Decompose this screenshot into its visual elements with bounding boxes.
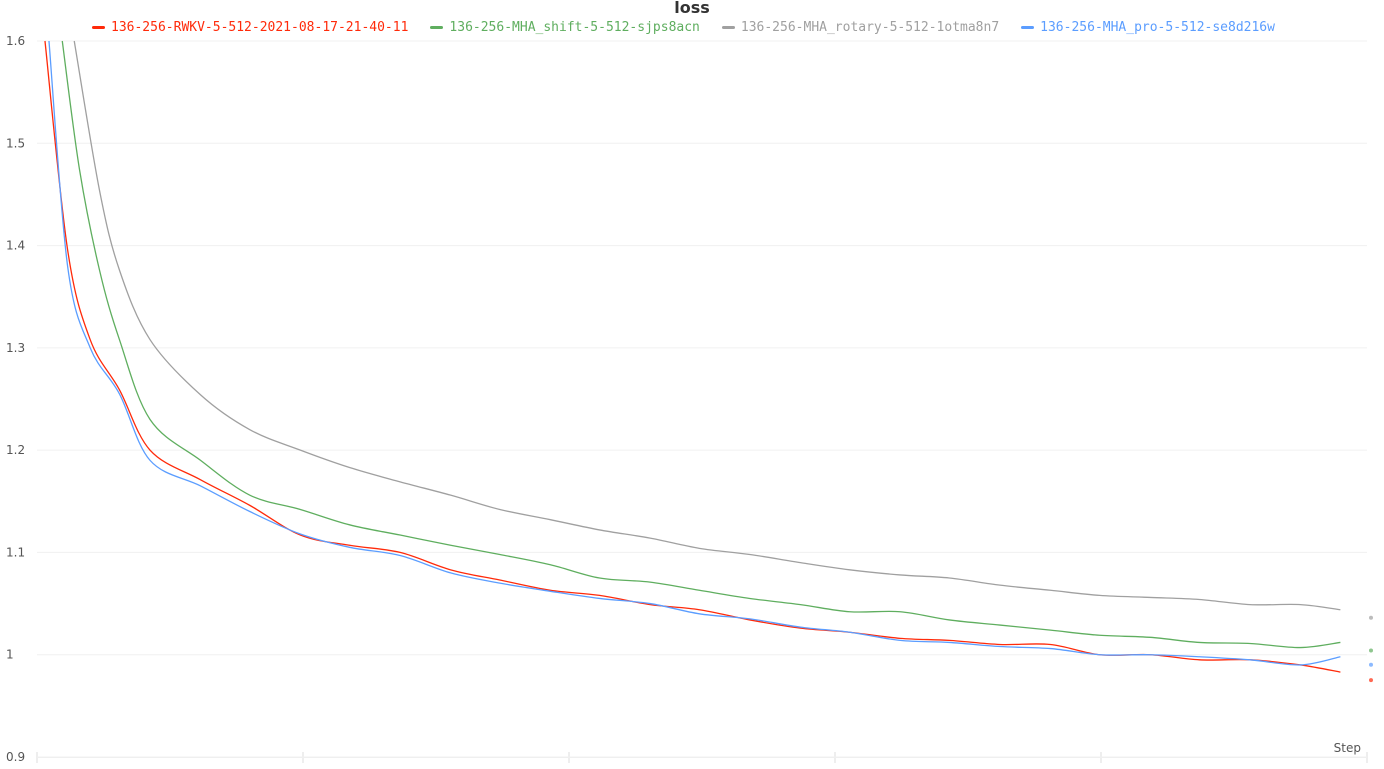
- legend-item-mha-shift[interactable]: 136-256-MHA_shift-5-512-sjps8acn: [430, 20, 700, 35]
- chart-title: loss: [674, 0, 710, 17]
- y-tick-label: 1.3: [6, 341, 25, 355]
- series-line: [48, 40, 1341, 666]
- legend-swatch: [430, 26, 444, 29]
- legend-label: 136-256-MHA_shift-5-512-sjps8acn: [449, 20, 700, 35]
- series-end-marker: [1369, 678, 1373, 683]
- legend-item-mha-rotary[interactable]: 136-256-MHA_rotary-5-512-1otma8n7: [721, 20, 1000, 35]
- legend-label: 136-256-MHA_pro-5-512-se8d216w: [1040, 20, 1275, 35]
- y-tick-label: 1.2: [6, 443, 25, 457]
- y-tick-label: 1: [6, 648, 14, 662]
- legend: 136-256-RWKV-5-512-2021-08-17-21-40-11 1…: [92, 20, 1275, 35]
- series-line: [73, 40, 1341, 611]
- legend-label: 136-256-MHA_rotary-5-512-1otma8n7: [740, 20, 1000, 35]
- y-tick-label: 1.5: [6, 136, 25, 150]
- legend-label: 136-256-RWKV-5-512-2021-08-17-21-40-11: [111, 20, 409, 35]
- legend-swatch: [92, 26, 105, 29]
- legend-swatch: [721, 26, 735, 29]
- y-tick-label: 1.6: [6, 34, 25, 48]
- y-tick-label: 1.4: [6, 239, 25, 253]
- legend-swatch: [1021, 26, 1035, 29]
- y-tick-label: 1.1: [6, 545, 25, 559]
- series-end-marker: [1369, 615, 1373, 620]
- series-end-marker: [1369, 648, 1373, 653]
- x-axis-label: Step: [1334, 741, 1361, 755]
- series-line: [61, 40, 1341, 649]
- y-tick-label: 0.9: [6, 750, 25, 764]
- legend-item-rwkv[interactable]: 136-256-RWKV-5-512-2021-08-17-21-40-11: [92, 20, 408, 35]
- legend-item-mha-pro[interactable]: 136-256-MHA_pro-5-512-se8d216w: [1021, 20, 1275, 35]
- series-line: [44, 40, 1341, 673]
- series-end-marker: [1369, 662, 1373, 667]
